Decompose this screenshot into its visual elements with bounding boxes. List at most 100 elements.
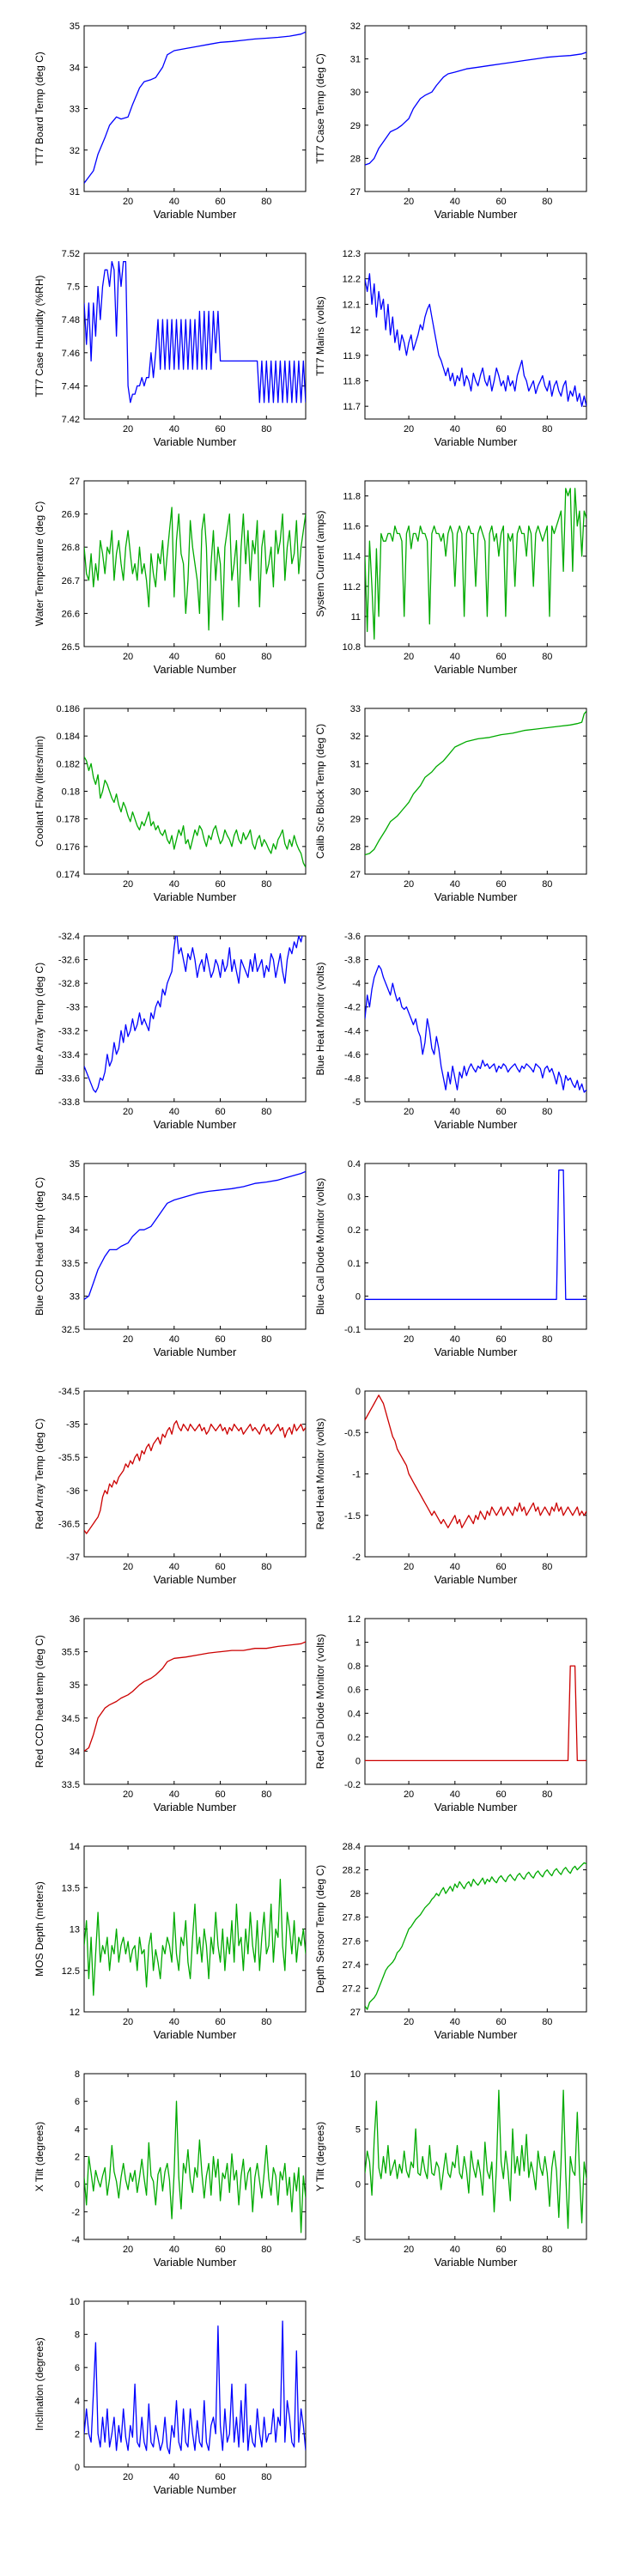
y-axis-label: Blue Array Temp (deg C): [33, 963, 46, 1075]
x-axis-label: Variable Number: [434, 2028, 518, 2041]
y-tick-label: 26.7: [62, 576, 80, 586]
y-tick-label: 32: [350, 732, 361, 742]
x-axis-label: Variable Number: [154, 663, 237, 676]
panel-8: 20 40 60 80 27 28 29 30 31 32 33 Variable Number Cal…: [314, 704, 587, 903]
plot-frame: [364, 708, 587, 875]
series-line: [365, 1862, 586, 2010]
y-axis-label: Water Temperature (deg C): [33, 501, 46, 626]
y-tick-label: 26.5: [62, 642, 80, 653]
y-tick-label: 31: [70, 187, 80, 197]
series-line: [84, 936, 303, 1093]
x-axis-label: Variable Number: [154, 890, 237, 903]
x-tick-label: 40: [169, 1789, 179, 1800]
x-tick-label: 40: [169, 197, 179, 207]
y-tick-label: 34.5: [62, 1714, 80, 1724]
y-tick-label: 30: [350, 88, 361, 98]
y-tick-label: -5: [352, 2235, 361, 2245]
y-tick-label: 34: [70, 1225, 80, 1236]
x-tick-label: 80: [261, 1107, 271, 1117]
x-tick-label: 40: [169, 1562, 179, 1572]
y-tick-label: 0: [355, 1387, 361, 1397]
y-axis-label: Y Tilt (degrees): [314, 2122, 326, 2191]
y-tick-label: -4: [352, 979, 361, 989]
x-tick-label: 60: [495, 1562, 506, 1572]
y-tick-label: 11.4: [343, 552, 361, 562]
x-tick-label: 60: [495, 652, 506, 662]
y-axis-label: MOS Depth (meters): [33, 1881, 46, 1977]
y-tick-label: 12.5: [62, 1966, 80, 1977]
y-tick-label: 29: [350, 121, 361, 131]
y-axis-label: Red Heat Monitor (volts): [314, 1418, 326, 1529]
x-tick-label: 80: [542, 424, 552, 434]
y-tick-label: 27: [350, 870, 361, 880]
x-tick-label: 20: [123, 2017, 133, 2027]
y-axis-label: Blue CCD Head Temp (deg C): [33, 1177, 46, 1315]
y-axis-label: Depth Sensor Temp (deg C): [314, 1865, 326, 1993]
y-tick-label: 26.8: [62, 543, 80, 553]
x-axis-label: Variable Number: [434, 1118, 518, 1131]
x-tick-label: 60: [215, 1789, 225, 1800]
x-axis-label: Variable Number: [154, 1801, 237, 1814]
x-tick-label: 20: [123, 1107, 133, 1117]
y-tick-label: 33.5: [62, 1259, 80, 1269]
y-tick-label: 32.5: [62, 1325, 80, 1335]
series-line: [365, 488, 586, 640]
y-tick-label: 11.9: [343, 351, 361, 361]
panel-9: 20 40 60 80 -33.8 -33.6 -33.4 -33.2 -33 -32.8 -32.…: [33, 932, 307, 1131]
x-tick-label: 40: [450, 1107, 460, 1117]
y-tick-label: -33.4: [58, 1050, 80, 1060]
panel-15: 20 40 60 80 33.5 34 34.5 35 35.5 36 Variable Numbe…: [33, 1614, 307, 1814]
plot-frame: [83, 2073, 307, 2240]
x-axis-label: Variable Number: [434, 2256, 518, 2269]
y-tick-label: 10.8: [343, 642, 361, 653]
plot-frame: [364, 2073, 587, 2240]
y-tick-label: 7.5: [67, 283, 80, 293]
x-tick-label: 20: [404, 1789, 414, 1800]
y-tick-label: 0: [355, 1756, 361, 1766]
y-tick-label: 27.4: [343, 1960, 361, 1971]
x-tick-label: 20: [123, 652, 133, 662]
y-tick-label: -0.5: [344, 1428, 361, 1438]
x-tick-label: 20: [404, 652, 414, 662]
x-tick-label: 20: [404, 1107, 414, 1117]
x-tick-label: 80: [261, 2472, 271, 2482]
y-axis-label: Blue Heat Monitor (volts): [314, 962, 326, 1075]
x-tick-label: 40: [169, 2472, 179, 2482]
x-tick-label: 80: [261, 424, 271, 434]
y-tick-label: 2: [75, 2153, 80, 2163]
y-tick-label: 12: [70, 2008, 80, 2018]
y-tick-label: 1.2: [348, 1614, 361, 1625]
x-tick-label: 60: [215, 197, 225, 207]
series-line: [84, 1170, 306, 1300]
x-tick-label: 80: [261, 2245, 271, 2255]
y-tick-label: 0.4: [348, 1159, 361, 1170]
y-axis-label: Red CCD head temp (deg C): [33, 1635, 46, 1768]
x-tick-label: 40: [169, 1334, 179, 1345]
y-tick-label: -1: [352, 1470, 361, 1480]
x-tick-label: 60: [495, 1789, 506, 1800]
y-tick-label: 10: [350, 2069, 361, 2080]
x-tick-label: 60: [215, 2017, 225, 2027]
series-line: [84, 1420, 306, 1534]
x-tick-label: 60: [495, 879, 506, 890]
y-tick-label: 0.3: [348, 1193, 361, 1203]
y-tick-label: 11: [351, 612, 361, 623]
series-line: [84, 260, 306, 404]
x-tick-label: 20: [404, 2245, 414, 2255]
y-tick-label: 0: [75, 2463, 80, 2473]
x-axis-label: Variable Number: [434, 1573, 518, 1586]
x-tick-label: 40: [450, 197, 460, 207]
plot-frame: [364, 480, 587, 647]
x-tick-label: 80: [542, 1562, 552, 1572]
x-axis-label: Variable Number: [154, 2256, 237, 2269]
x-tick-label: 60: [215, 1107, 225, 1117]
x-tick-label: 20: [123, 424, 133, 434]
series-line: [84, 31, 306, 184]
y-tick-label: 0.18: [62, 787, 80, 798]
y-tick-label: 8: [75, 2330, 80, 2341]
y-tick-label: -33: [66, 1003, 80, 1013]
y-tick-label: 35.5: [62, 1648, 80, 1658]
y-tick-label: 26.9: [62, 510, 80, 520]
y-tick-label: -32.8: [58, 979, 80, 989]
